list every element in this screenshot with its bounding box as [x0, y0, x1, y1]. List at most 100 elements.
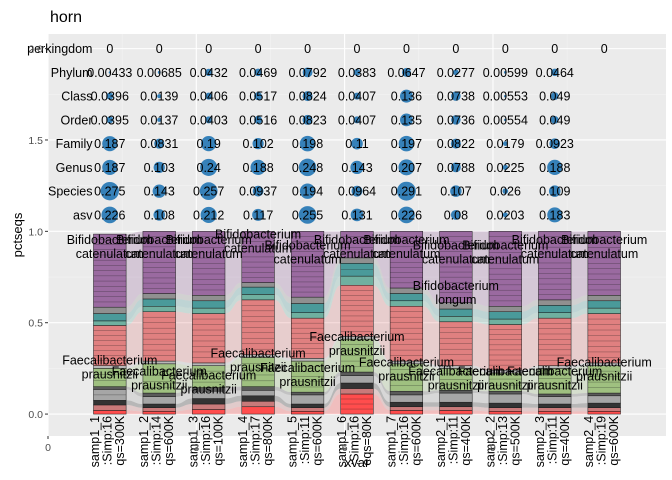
- bar-segment: [488, 402, 522, 408]
- sample-label-line: samp1_7: [384, 416, 398, 467]
- rank-point: [199, 182, 218, 201]
- rank-point: [302, 114, 313, 125]
- rank-value-label: 0: [354, 42, 361, 56]
- sample-label-line: :Simp:13: [496, 416, 510, 465]
- alluvial-flow: [126, 293, 143, 314]
- rank-point: [106, 92, 114, 100]
- rank-value-label: 0.0964: [338, 185, 376, 199]
- bar-segment: [587, 313, 621, 364]
- rank-value-label: 0.0395: [91, 113, 129, 127]
- alluvial-flow: [373, 388, 391, 411]
- rank-row-label: Phylum: [51, 66, 93, 80]
- bar-segment: [290, 403, 325, 408]
- alluvial-flow: [521, 365, 539, 373]
- rank-point: [200, 158, 218, 176]
- sample-label-line: qs=500K: [508, 415, 522, 465]
- alluvial-flow: [521, 312, 539, 325]
- alluvial-flow: [224, 294, 242, 314]
- alluvial-flow: [472, 321, 490, 371]
- alluvial-flow: [323, 276, 341, 319]
- alluvial-flow: [323, 263, 341, 313]
- rank-value-label: 0.0831: [140, 137, 178, 151]
- sample-label-line: :Simp:16: [397, 416, 411, 465]
- alluvial-flow: [274, 386, 292, 395]
- rank-value-label: 0.0407: [338, 90, 376, 104]
- sample-label-line: samp2_2: [483, 416, 497, 467]
- rank-value-label: 0.136: [391, 90, 422, 104]
- rank-point: [157, 70, 161, 74]
- bar-segment: [290, 303, 325, 313]
- rank-point: [503, 71, 507, 74]
- rank-point: [302, 67, 313, 78]
- rank-point: [106, 116, 114, 124]
- bar-segment: [241, 294, 275, 301]
- alluvial-flow: [323, 336, 341, 362]
- sample-label-line: qs=600K: [311, 415, 325, 465]
- rank-point: [502, 188, 509, 194]
- stacked-bars: [93, 231, 621, 415]
- rank-value-label: 0.226: [94, 208, 125, 222]
- rank-value-label: 0.0403: [190, 113, 228, 127]
- rank-value-label: 0.0822: [437, 137, 475, 151]
- sample-label-line: qs=300K: [113, 415, 127, 465]
- alluvial-flow: [422, 402, 440, 407]
- alluvial-flow: [224, 395, 242, 405]
- alluvial-flow: [422, 406, 440, 411]
- rank-point: [157, 94, 162, 99]
- alluvial-flow: [274, 395, 292, 408]
- bar-segment: [538, 305, 572, 313]
- bar-segment: [93, 386, 127, 390]
- sample-label-line: eqs=80K: [360, 415, 374, 465]
- taxon-label: Bifidobacterium: [67, 233, 153, 247]
- rank-point: [254, 115, 263, 124]
- alluvial-flow: [323, 231, 341, 298]
- bar-segment: [241, 390, 275, 397]
- alluvial-flow: [571, 362, 588, 369]
- rank-value-label: 0: [551, 42, 558, 56]
- bar-segment: [290, 296, 325, 304]
- rank-value-label: 0.049: [539, 113, 570, 127]
- rank-point: [250, 159, 266, 175]
- taxon-label: prausnitzii: [378, 370, 434, 384]
- alluvial-flow: [274, 406, 292, 415]
- rank-point: [353, 68, 361, 76]
- bar-segment: [241, 286, 275, 295]
- rank-value-label: 0: [304, 42, 311, 56]
- alluvial-flow: [571, 393, 588, 397]
- rank-value-label: 0.198: [292, 137, 323, 151]
- alluvial-flow: [323, 339, 341, 393]
- sample-label-line: samp1_1: [88, 416, 102, 467]
- alluvial-flow: [373, 375, 391, 403]
- alluvial-flow: [274, 390, 292, 405]
- alluvial-flow: [175, 293, 193, 301]
- bar-segment: [290, 231, 325, 298]
- taxon-label: catenulatum: [224, 242, 292, 256]
- bar-segment: [142, 407, 176, 412]
- alluvial-flow: [175, 409, 193, 415]
- rank-value-label: 0: [205, 42, 212, 56]
- y-axis-title: pctseqs: [10, 212, 25, 257]
- taxon-label: Bifidobacterium: [264, 239, 350, 253]
- alluvial-flow: [175, 404, 193, 412]
- rank-point: [153, 161, 165, 174]
- rank-value-label: 0.0937: [239, 185, 277, 199]
- alluvial-flow: [274, 287, 292, 313]
- taxon-label: prausnitzii: [428, 379, 484, 393]
- bar-segment: [587, 395, 621, 404]
- bar-segment: [142, 392, 176, 397]
- bar-segment: [488, 306, 522, 312]
- taxon-label: catenulatum: [274, 253, 342, 267]
- bar-segment: [290, 407, 325, 412]
- sample-label-line: :Simp:17: [249, 416, 263, 465]
- rank-value-label: 0.0738: [437, 90, 475, 104]
- alluvial-flow: [126, 306, 143, 326]
- rank-row-label: Order: [61, 113, 93, 127]
- alluvial-flow: [472, 402, 490, 408]
- alluvial-flow: [224, 287, 242, 309]
- rank-point: [101, 206, 119, 224]
- rank-point: [154, 138, 165, 149]
- rank-point: [350, 160, 364, 175]
- alluvial-flow: [175, 363, 193, 394]
- bar-segment: [290, 411, 325, 415]
- rank-point: [452, 69, 459, 76]
